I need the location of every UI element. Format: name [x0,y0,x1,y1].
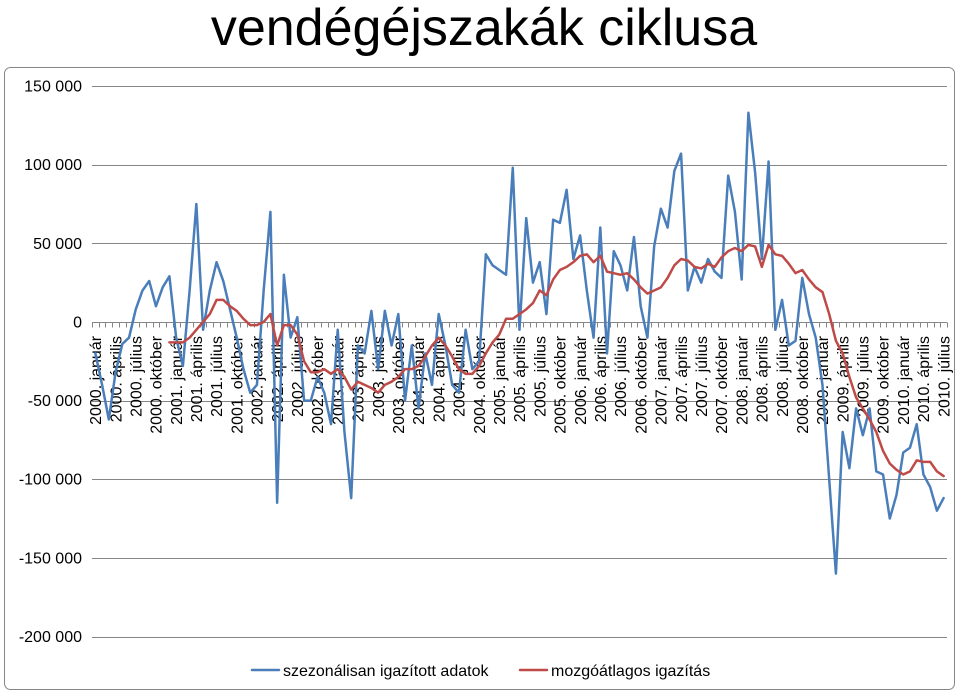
x-tick-label: 2005. július [532,336,549,417]
x-tick-label: 2007. október [714,335,731,434]
x-tick-label: 2010. április [916,336,933,422]
y-axis: 150 000 100 000 50 000 0 -50 000 -100 000 -150… [19,79,82,647]
x-tick-label: 2006. október [633,335,650,434]
series-line-1 [94,111,945,575]
x-tick-label: 2001. július [209,336,226,417]
series-line-2 [168,243,945,478]
x-tick-label: 2008. január [734,335,751,425]
x-tick-label: 2010. január [896,335,913,425]
y-tick-label: 150 000 [24,79,82,96]
x-tick-label: 2008. október [795,335,812,434]
y-tick-label: 50 000 [33,236,82,253]
gridlines [92,86,947,638]
x-tick-label: 2010. július [936,336,953,417]
y-tick-label: -200 000 [19,629,82,646]
y-tick-label: -100 000 [19,472,82,489]
x-tick-label: 2005. április [512,336,529,422]
x-tick-label: 2007. április [674,336,691,422]
y-tick-label: -150 000 [19,550,82,567]
plot-area [94,111,945,575]
legend-label-series-1: szezonálisan igazított adatok [283,663,489,680]
x-tick-label: 2009. július [856,336,873,417]
x-tick-label: 2006. július [613,336,630,417]
x-tick-label: 2001. április [189,336,206,422]
x-tick-label: 2001. október [229,335,246,434]
x-tick-label: 2009. október [876,335,893,434]
x-tick-label: 2006. január [573,335,590,425]
x-tick-label: 2002. október [310,335,327,434]
x-tick-label: 2003. október [391,335,408,434]
x-tick-label: 2004. október [472,335,489,434]
x-tick-label: 2008. április [755,336,772,422]
legend: szezonálisan igazított adatok mozgóátlag… [250,663,710,680]
x-tick-label: 2000. október [149,335,166,434]
x-tick-label: 2008. július [775,336,792,417]
x-tick-label: 2000. január [88,335,105,425]
x-tick-label: 2007. július [694,336,711,417]
x-tick-label: 2003. július [371,336,388,417]
y-tick-label: 100 000 [24,157,82,174]
x-tick-label: 2009. április [835,336,852,422]
x-tick-label: 2000. július [128,336,145,417]
y-tick-label: -50 000 [28,393,82,410]
x-tick-label: 2002. július [290,336,307,417]
y-tick-label: 0 [73,314,82,331]
legend-label-series-2: mozgóátlagos igazítás [551,663,710,680]
x-tick-label: 2004. január [411,335,428,425]
x-tick-label: 2005. január [492,335,509,425]
chart-area [4,67,955,690]
x-tick-label: 2006. április [593,336,610,422]
chart-title: vendégéjszakák ciklusa [211,0,757,57]
x-tick-label: 2005. október [553,335,570,434]
x-tick-label: 2007. január [654,335,671,425]
